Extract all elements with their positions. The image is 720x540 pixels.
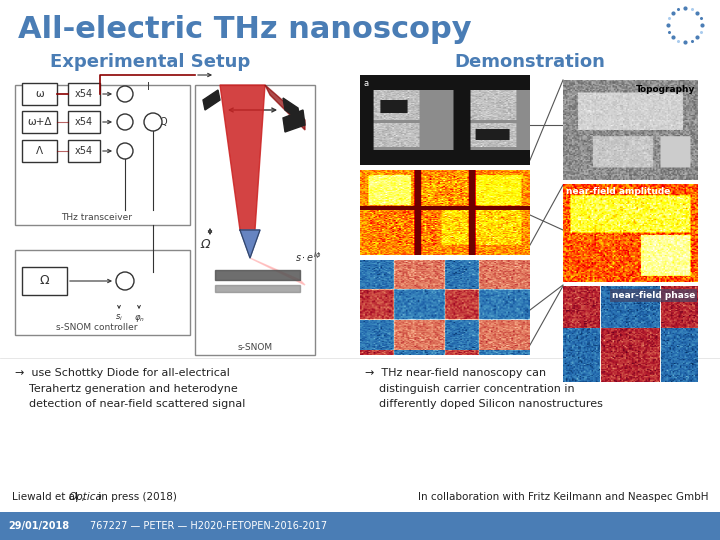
Text: x54: x54 — [75, 89, 93, 99]
Text: ω+Δ: ω+Δ — [27, 117, 52, 127]
Bar — [68, 140, 100, 162]
Text: near-field amplitude: near-field amplitude — [566, 187, 670, 196]
Polygon shape — [250, 258, 305, 285]
Text: x54: x54 — [75, 117, 93, 127]
Text: s-SNOM controller: s-SNOM controller — [56, 323, 138, 332]
Text: Experimental Setup: Experimental Setup — [50, 53, 250, 71]
Polygon shape — [240, 230, 260, 258]
Text: Λ: Λ — [36, 146, 43, 156]
Text: All-electric THz nanoscopy: All-electric THz nanoscopy — [18, 15, 472, 44]
Circle shape — [117, 143, 133, 159]
Bar — [22, 140, 57, 162]
Bar — [22, 267, 67, 295]
Text: x54: x54 — [75, 146, 93, 156]
Bar — [195, 85, 315, 355]
Polygon shape — [265, 85, 305, 130]
Text: Demonstration: Demonstration — [454, 53, 606, 71]
Text: in press (2018): in press (2018) — [95, 492, 177, 502]
Text: near-field phase: near-field phase — [612, 291, 696, 300]
Text: 767227 — PETER — H2020-FETOPEN-2016-2017: 767227 — PETER — H2020-FETOPEN-2016-2017 — [90, 521, 327, 531]
Text: Optica: Optica — [69, 492, 103, 502]
Text: →  use Schottky Diode for all-electrical
    Terahertz generation and heterodyne: → use Schottky Diode for all-electrical … — [15, 368, 246, 409]
Bar — [22, 111, 57, 133]
Bar — [0, 512, 720, 540]
Text: Topography: Topography — [636, 85, 696, 94]
Text: a: a — [364, 79, 369, 87]
Text: →  THz near-field nanoscopy can
    distinguish carrier concentration in
    dif: → THz near-field nanoscopy can distingui… — [365, 368, 603, 409]
Circle shape — [117, 114, 133, 130]
Polygon shape — [283, 98, 300, 120]
Circle shape — [144, 113, 162, 131]
Text: $s_i$: $s_i$ — [115, 313, 123, 323]
Circle shape — [117, 86, 133, 102]
Text: Q: Q — [159, 117, 167, 127]
Text: Ω: Ω — [200, 239, 210, 252]
Polygon shape — [283, 110, 305, 132]
Polygon shape — [215, 270, 300, 280]
Text: THz transceiver: THz transceiver — [61, 213, 132, 222]
Circle shape — [116, 272, 134, 290]
Text: Ω: Ω — [40, 274, 49, 287]
Text: ω: ω — [35, 89, 44, 99]
Bar — [22, 83, 57, 105]
Polygon shape — [215, 285, 300, 292]
Bar — [15, 250, 190, 335]
Bar — [15, 85, 190, 225]
Text: $s\cdot e^{i\phi}$: $s\cdot e^{i\phi}$ — [295, 250, 322, 264]
Text: s-SNOM: s-SNOM — [238, 343, 273, 352]
Text: $\varphi_n$: $\varphi_n$ — [134, 313, 145, 323]
Polygon shape — [203, 90, 220, 110]
Bar — [68, 111, 100, 133]
Polygon shape — [220, 85, 265, 230]
Bar — [68, 83, 100, 105]
Text: Liewald et al.,: Liewald et al., — [12, 492, 88, 502]
Text: In collaboration with Fritz Keilmann and Neaspec GmbH: In collaboration with Fritz Keilmann and… — [418, 492, 708, 502]
Text: I: I — [147, 82, 150, 92]
Text: 29/01/2018: 29/01/2018 — [8, 521, 69, 531]
